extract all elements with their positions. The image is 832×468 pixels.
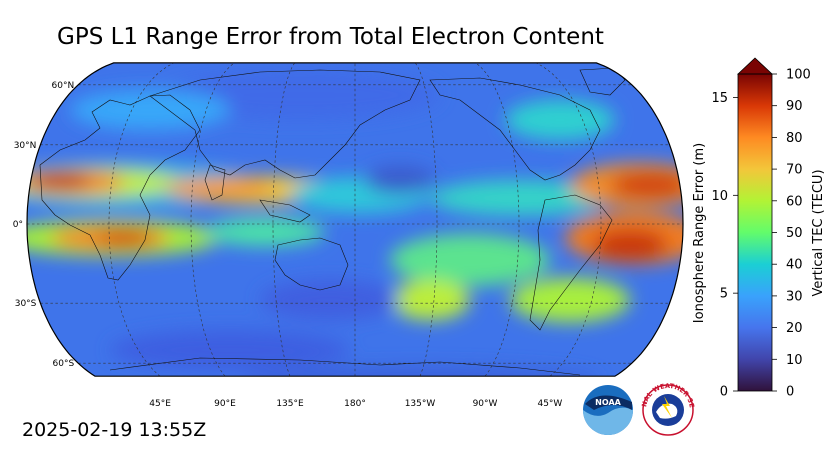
graticule-meridian xyxy=(415,62,438,377)
globe-outline xyxy=(26,62,684,377)
noaa-logo: NOAA xyxy=(583,385,633,435)
colorbar-right-label: Vertical TEC (TECU) xyxy=(811,169,826,296)
world-map xyxy=(26,62,684,377)
longitude-label: 45°E xyxy=(149,399,171,409)
colorbar-right-tick-label: 0 xyxy=(786,385,794,400)
colorbar-right-tick-label: 100 xyxy=(786,68,811,83)
chart-title: GPS L1 Range Error from Total Electron C… xyxy=(57,24,604,50)
colorbar-left-tick-label: 0 xyxy=(720,385,728,400)
colorbar-right-tick-label: 40 xyxy=(786,258,803,273)
colorbar-left-label: Ionosphere Range Error (m) xyxy=(692,143,707,323)
latitude-label: 30°N xyxy=(14,141,37,151)
colorbar-gradient xyxy=(738,74,772,391)
longitude-label: 135°E xyxy=(276,399,304,409)
colorbar-right-tick-label: 90 xyxy=(786,99,803,114)
colorbar-left-tick-label: 15 xyxy=(711,91,728,106)
coastlines xyxy=(39,67,626,376)
colorbar-right-tick-label: 60 xyxy=(786,194,803,209)
colorbar-left-tick-label: 5 xyxy=(720,287,728,302)
latitude-label: 60°S xyxy=(53,359,75,369)
longitude-label: 90°W xyxy=(473,399,498,409)
latitude-label: 0° xyxy=(13,220,23,230)
graticule-meridian xyxy=(108,62,175,377)
latitude-label: 60°N xyxy=(52,81,75,91)
longitude-label: 180° xyxy=(344,399,366,409)
colorbar-right-tick-label: 80 xyxy=(786,131,803,146)
longitude-label: 45°W xyxy=(537,399,562,409)
colorbar-right-tick-label: 30 xyxy=(786,289,803,304)
graticule-meridian xyxy=(475,62,520,377)
latitude-labels: 60°N 30°N 0° 30°S 60°S xyxy=(13,81,75,369)
noaa-logo-text: NOAA xyxy=(595,398,621,407)
latitude-label: 30°S xyxy=(15,299,37,309)
graticule xyxy=(27,62,683,377)
colorbar-right-tick-label: 70 xyxy=(786,163,803,178)
timestamp: 2025-02-19 13:55Z xyxy=(22,419,207,441)
longitude-labels: 45°E 90°E 135°E 180° 135°W 90°W 45°W xyxy=(149,399,562,409)
colorbar-left-tick-label: 10 xyxy=(711,189,728,204)
tec-field xyxy=(27,70,683,377)
graticule-meridian xyxy=(535,62,602,377)
colorbar-right-tick-label: 50 xyxy=(786,226,803,241)
longitude-label: 135°W xyxy=(405,399,436,409)
colorbar: 0 5 10 15 0 10 20 30 40 50 60 70 80 90 100 Ionosphere… xyxy=(692,57,826,400)
graticule-meridian xyxy=(190,62,235,377)
colorbar-extend-arrow xyxy=(736,57,774,75)
colorbar-right-tick-label: 20 xyxy=(786,321,803,336)
colorbar-right-tick-label: 10 xyxy=(786,353,803,368)
graticule-meridian xyxy=(272,62,295,377)
longitude-label: 90°E xyxy=(214,399,236,409)
